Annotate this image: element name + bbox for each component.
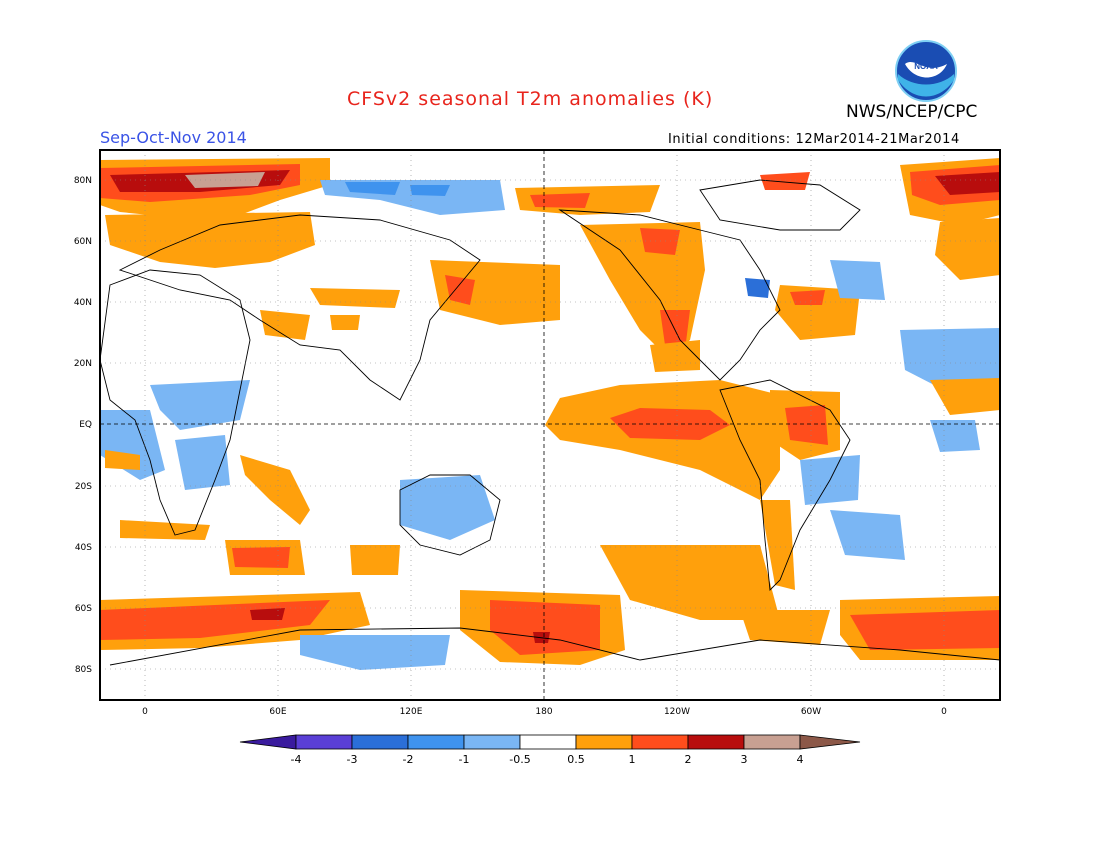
anomaly-region [930, 420, 980, 452]
anomaly-region [650, 340, 700, 372]
latitude-labels: 80N 60N 40N 20N EQ 20S 40S 60S 80S [74, 176, 92, 675]
anomaly-region [900, 328, 1000, 388]
anomaly-region [930, 378, 1000, 415]
anomaly-region [600, 545, 780, 620]
colorbar-cell [295, 734, 353, 750]
anomaly-region [250, 608, 285, 620]
anomaly-region [530, 193, 590, 208]
anomaly-region [760, 172, 810, 190]
anomaly-region [760, 500, 795, 590]
lat-label: 80N [74, 176, 92, 186]
colorbar-tick: 1 [629, 753, 636, 766]
lon-label: 60E [269, 707, 286, 717]
colorbar-cell [407, 734, 465, 750]
colorbar-tick: 0.5 [567, 753, 585, 766]
anomaly-region [120, 520, 210, 540]
lon-label: 60W [801, 707, 821, 717]
anomaly-region [850, 610, 1000, 650]
noaa-logo-text: NOAA [914, 62, 938, 71]
colorbar-tick: -4 [291, 753, 302, 766]
colorbar-cell [463, 734, 521, 750]
colorbar-ticks: -4 -3 -2 -1 -0.5 0.5 1 2 3 4 [291, 753, 804, 766]
anomaly-region [150, 380, 250, 430]
anomaly-region [830, 260, 885, 300]
anomaly-region [300, 635, 450, 670]
lat-label: 60N [74, 237, 92, 247]
colorbar [239, 734, 861, 750]
anomaly-region [935, 172, 1000, 195]
coastlines [100, 179, 1000, 666]
anomaly-fields [100, 150, 1000, 700]
lat-label: EQ [79, 420, 92, 430]
colorbar-cell [519, 734, 577, 750]
longitude-labels: 0 60E 120E 180 120W 60W 0 [142, 707, 947, 717]
colorbar-cell [687, 734, 745, 750]
colorbar-cell [743, 734, 801, 750]
anomaly-region [745, 278, 770, 298]
colorbar-cell [799, 734, 861, 750]
anomaly-region [430, 260, 560, 325]
anomaly-region [545, 380, 780, 500]
lon-label: 180 [535, 707, 552, 717]
lat-label: 80S [75, 665, 92, 675]
lon-label: 120W [664, 707, 690, 717]
anomaly-region [935, 218, 1000, 280]
anomaly-region [790, 290, 825, 305]
colorbar-tick: -1 [459, 753, 470, 766]
anomaly-region [740, 610, 830, 645]
anomaly-region [310, 288, 400, 308]
graticule [100, 150, 1000, 700]
lon-label: 120E [400, 707, 423, 717]
lat-label: 60S [75, 604, 92, 614]
initial-conditions-label: Initial conditions: 12Mar2014-21Mar2014 [668, 132, 960, 147]
map-frame [99, 149, 1001, 701]
lon-label: 0 [941, 707, 947, 717]
colorbar-tick: 2 [685, 753, 692, 766]
anomaly-region [345, 182, 400, 195]
anomaly-region [330, 315, 360, 330]
colorbar-tick: -0.5 [509, 753, 530, 766]
anomaly-region [410, 185, 450, 196]
anomaly-region [232, 547, 290, 568]
colorbar-cell [239, 734, 297, 750]
colorbar-cell [575, 734, 633, 750]
anomaly-region [490, 600, 600, 655]
anomaly-region [445, 275, 475, 305]
lat-label: 20N [74, 359, 92, 369]
colorbar-tick: -2 [403, 753, 414, 766]
colorbar-tick: 4 [797, 753, 804, 766]
lat-label: 20S [75, 482, 92, 492]
noaa-logo: NOAA [895, 40, 957, 102]
anomaly-region [105, 450, 140, 470]
colorbar-tick: 3 [741, 753, 748, 766]
map-title: CFSv2 seasonal T2m anomalies (K) [347, 88, 714, 110]
colorbar-cell [631, 734, 689, 750]
anomaly-region [260, 310, 310, 340]
anomaly-region [350, 545, 400, 575]
season-label: Sep-Oct-Nov 2014 [100, 128, 247, 147]
anomaly-region [105, 212, 315, 268]
lat-label: 40N [74, 298, 92, 308]
anomaly-region [640, 228, 680, 255]
anomaly-region [830, 510, 905, 560]
anomaly-region [785, 405, 828, 445]
lon-label: 0 [142, 707, 148, 717]
anomaly-region [240, 455, 310, 525]
organization-label: NWS/NCEP/CPC [846, 102, 978, 122]
colorbar-tick: -3 [347, 753, 358, 766]
anomaly-region [400, 475, 495, 540]
lat-label: 40S [75, 543, 92, 553]
colorbar-cell [351, 734, 409, 750]
